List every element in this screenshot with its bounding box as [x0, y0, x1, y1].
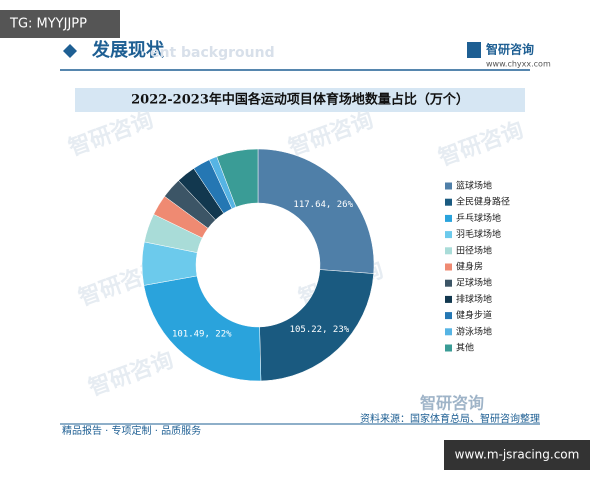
legend-label: 篮球场地 — [456, 180, 492, 192]
title-bar — [75, 88, 525, 112]
legend-swatch — [445, 263, 452, 271]
value-label: 101.49, 22% — [172, 329, 232, 339]
badge-text: TG: MYYJJPP — [9, 17, 87, 32]
legend-swatch — [445, 344, 452, 352]
legend-swatch — [445, 295, 452, 303]
legend-swatch — [445, 182, 452, 190]
footer-source: 资料来源：国家体育总局、智研咨询整理 — [360, 412, 540, 425]
legend-label: 健身步道 — [456, 309, 492, 321]
legend-swatch — [445, 312, 452, 320]
site-badge — [444, 440, 590, 470]
value-label: 105.22, 23% — [290, 325, 350, 335]
chart: 117.64, 26% 105.22, 23% 101.49, 22% 篮球场地全民健… — [141, 148, 510, 382]
footer-logo: 智研咨询 — [420, 394, 484, 413]
legend-swatch — [445, 214, 452, 222]
header-logo: 智研咨询 — [485, 42, 534, 57]
legend-label: 排球场地 — [456, 293, 492, 305]
chart-title: 2022-2023年中国各运动项目体育场地数量占比（万个） — [131, 92, 469, 108]
header-icon — [63, 44, 77, 58]
slice — [216, 148, 259, 208]
value-label: 117.64, 26% — [293, 200, 353, 210]
legend-swatch — [445, 231, 452, 239]
legend-swatch — [445, 198, 452, 206]
legend-label: 其他 — [456, 342, 474, 354]
legend-label: 游泳场地 — [456, 325, 492, 337]
legend-label: 足球场地 — [456, 277, 492, 289]
legend-label: 全民健身路径 — [456, 196, 510, 208]
legend-label: 田径场地 — [456, 244, 492, 256]
legend-swatch — [445, 279, 452, 287]
header-title: 发展现状 — [91, 39, 165, 61]
legend-label: 羽毛球场地 — [456, 228, 501, 240]
legend-label: 乒乓球场地 — [456, 212, 501, 224]
footer-left: 精品报告 · 专项定制 · 品质服务 — [62, 424, 201, 437]
header-url: www.chyxx.com — [486, 60, 551, 69]
legend-swatch — [445, 247, 452, 255]
slice — [143, 275, 262, 382]
header-watermark: ent background — [150, 45, 275, 61]
legend-label: 健身房 — [456, 261, 483, 273]
slice — [259, 269, 374, 382]
badge — [0, 10, 120, 38]
site-text: www.m-jsracing.com — [455, 448, 580, 462]
logo-icon — [467, 42, 481, 58]
legend-swatch — [445, 328, 452, 336]
